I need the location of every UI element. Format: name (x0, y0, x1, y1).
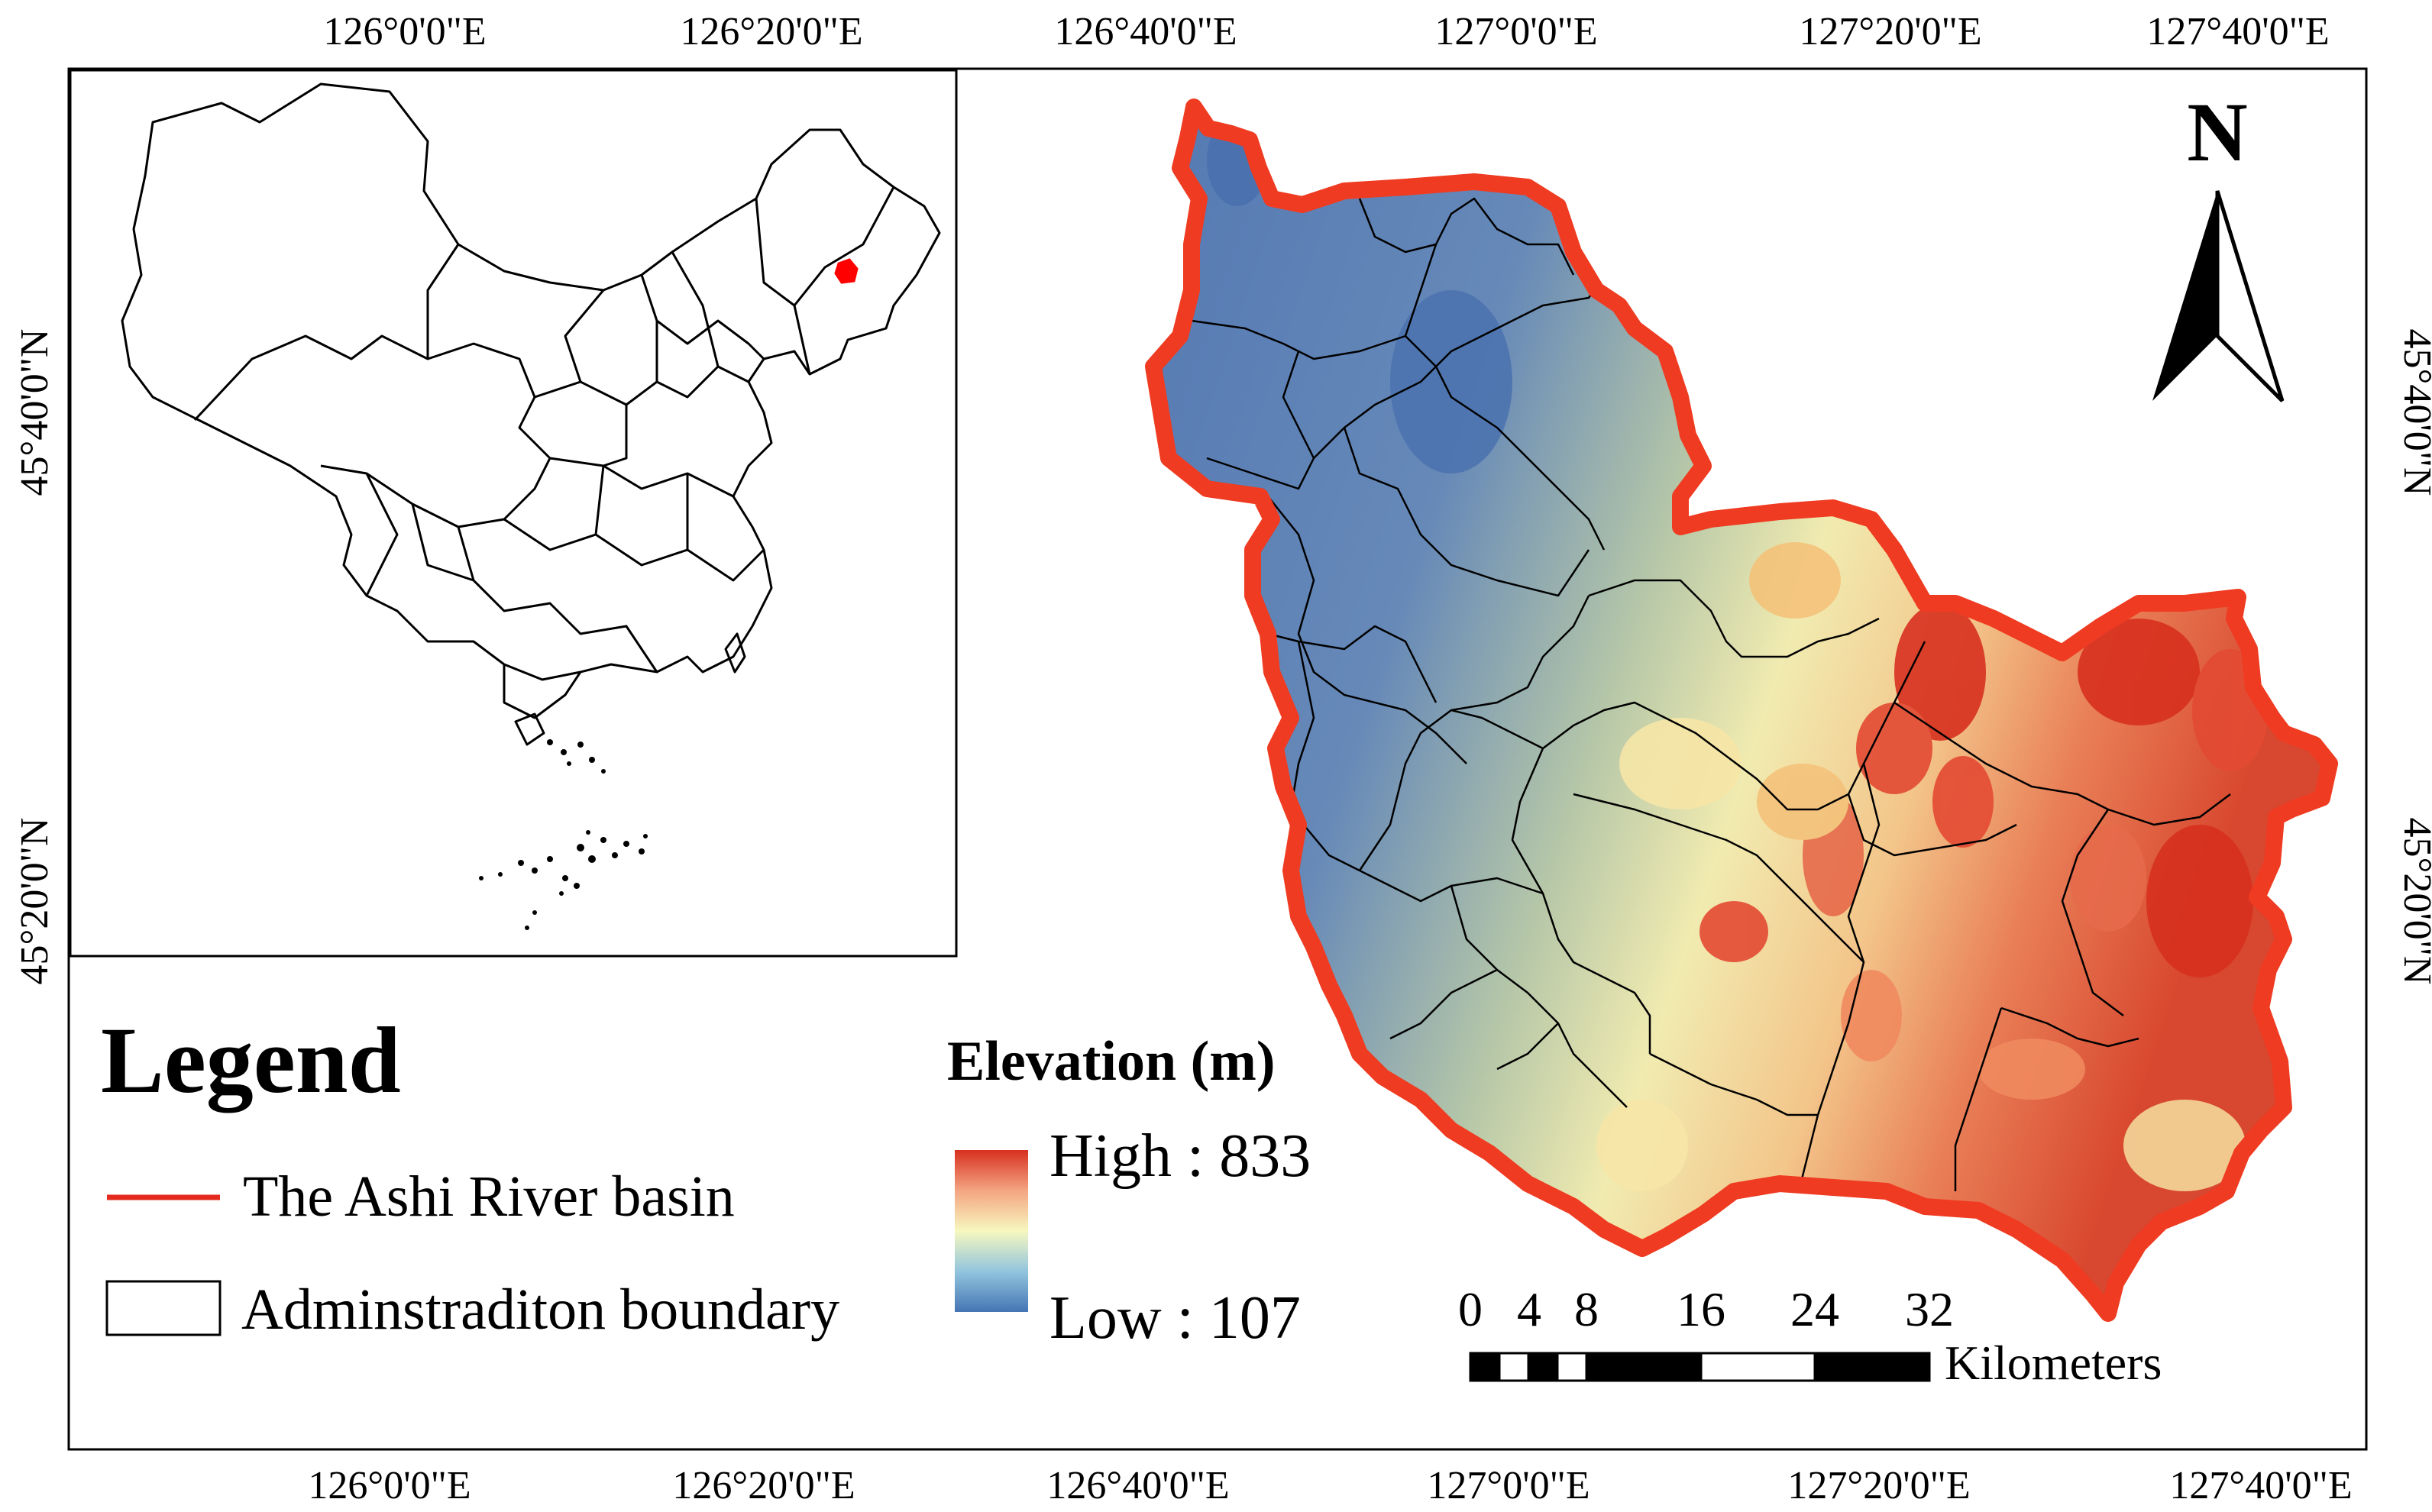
map-frame (67, 67, 2368, 1451)
bottom-lon-label-3: 126°40'0"E (1046, 1464, 1229, 1507)
scale-tick-24: 24 (1790, 1282, 1839, 1336)
right-lat-label-2: 45°20'0"N (2395, 818, 2432, 985)
scale-bar-tick-labels: 0 4 8 16 24 32 (1458, 1282, 1954, 1336)
basin-legend-label: The Ashi River basin (243, 1165, 735, 1229)
locator-inset (69, 69, 958, 958)
north-arrow: N (2152, 86, 2285, 402)
scale-bar: 0 4 8 16 24 32 Kilometers (1458, 1282, 2162, 1390)
china-outline (121, 82, 941, 746)
bottom-lon-label-2: 126°20'0"E (672, 1464, 855, 1507)
elevation-high-label: High : 833 (1049, 1123, 1311, 1190)
scale-tick-8: 8 (1574, 1282, 1599, 1336)
scale-tick-32: 32 (1905, 1282, 1954, 1336)
left-latitude-labels: 45°40'0"N 45°20'0"N (13, 329, 57, 985)
bottom-longitude-labels: 126°0'0"E 126°20'0"E 126°40'0"E 127°0'0"… (308, 1464, 2352, 1507)
legend-title: Legend (101, 1008, 401, 1113)
scale-tick-0: 0 (1458, 1282, 1483, 1336)
elevation-legend: Elevation (m) High : 833 Low : 107 (947, 1030, 1311, 1352)
bottom-lon-label-5: 127°20'0"E (1787, 1464, 1970, 1507)
top-lon-label-2: 126°20'0"E (680, 10, 862, 53)
elevation-relief (1207, 115, 2269, 1191)
inset-frame (69, 69, 958, 958)
top-lon-label-5: 127°20'0"E (1799, 10, 1981, 53)
elevation-color-ramp (955, 1150, 1028, 1312)
top-lon-label-1: 126°0'0"E (323, 10, 486, 53)
left-lat-label-2: 45°20'0"N (13, 818, 57, 985)
scale-bar-segments (1469, 1352, 1931, 1382)
right-lat-label-1: 45°40'0"N (2395, 329, 2432, 496)
top-lon-label-4: 127°0'0"E (1434, 10, 1597, 53)
bottom-lon-label-4: 127°0'0"E (1427, 1464, 1590, 1507)
ashi-river-basin-map (1145, 99, 2338, 1322)
north-arrow-right-half (2215, 190, 2285, 402)
north-arrow-left-half (2152, 191, 2217, 401)
south-sea-islands (479, 739, 648, 930)
top-lon-label-3: 126°40'0"E (1054, 10, 1237, 53)
elevation-legend-title: Elevation (m) (947, 1030, 1276, 1093)
scale-bar-unit: Kilometers (1945, 1336, 2162, 1390)
top-longitude-labels: 126°0'0"E 126°20'0"E 126°40'0"E 127°0'0"… (323, 10, 2329, 53)
admin-boundaries (1191, 197, 2231, 1207)
bottom-lon-label-6: 127°40'0"E (2169, 1464, 2352, 1507)
locator-highlight (834, 258, 859, 284)
elevation-low-label: Low : 107 (1049, 1284, 1301, 1352)
right-latitude-labels: 45°40'0"N 45°20'0"N (2395, 329, 2432, 985)
legend: Legend The Ashi River basin Adminstradit… (101, 1008, 839, 1342)
bottom-lon-label-1: 126°0'0"E (308, 1464, 471, 1507)
admin-legend-label: Adminstraditon boundary (241, 1278, 839, 1342)
basin-outline (1145, 99, 2338, 1322)
north-arrow-label: N (2187, 86, 2247, 179)
admin-legend-swatch (105, 1280, 222, 1336)
top-lon-label-6: 127°40'0"E (2146, 10, 2329, 53)
scale-tick-4: 4 (1517, 1282, 1541, 1336)
left-lat-label-1: 45°40'0"N (13, 329, 57, 496)
scale-tick-16: 16 (1677, 1282, 1725, 1336)
